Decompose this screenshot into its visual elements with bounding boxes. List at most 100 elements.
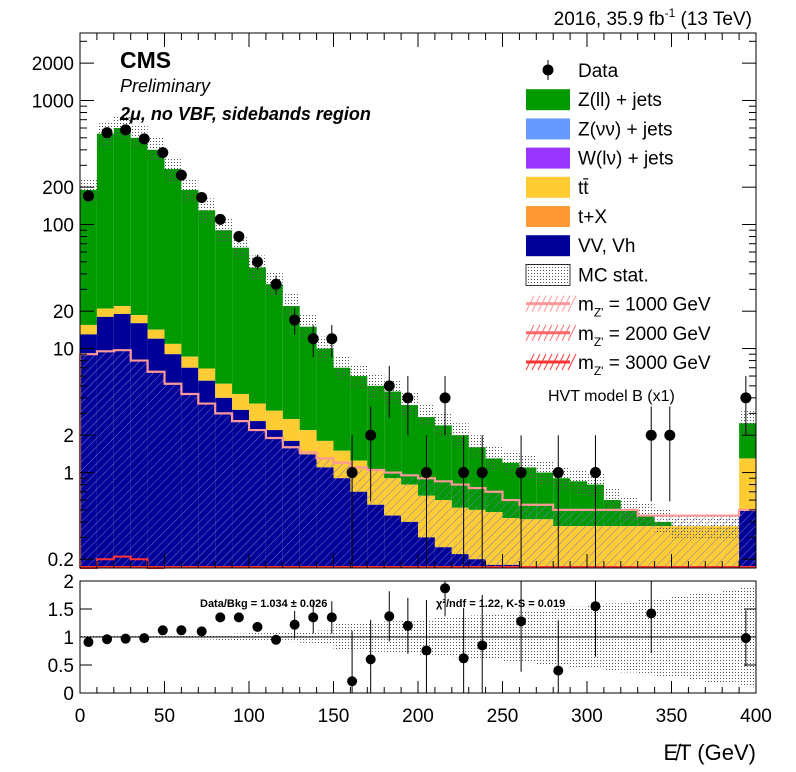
ratio-chi2-label: χ²/ndf = 1.22, K-S = 0.019	[436, 598, 565, 610]
zll-bar	[130, 137, 148, 316]
mc-stat-band	[333, 355, 351, 380]
zll-bar	[350, 376, 368, 461]
signal-hatch	[80, 354, 97, 568]
signal-hatch	[451, 484, 469, 568]
data-point	[458, 467, 470, 479]
signal-hatch	[570, 509, 587, 568]
zll-bar	[80, 189, 97, 325]
ratio-point	[271, 634, 282, 645]
y-axis: 0.2 1 2 10 20 100 200 1000 2000	[32, 40, 756, 571]
x-tick-label: 350	[656, 706, 688, 727]
ttbar-bar	[130, 315, 148, 324]
signal-hatch	[434, 481, 452, 568]
lumi-text: 2016, 35.9 fb	[554, 9, 665, 30]
mc-stat-band	[181, 177, 199, 202]
x-tick-label: 50	[154, 706, 175, 727]
signal-hatch	[739, 509, 756, 568]
ratio-point	[289, 619, 300, 630]
x-tick-label: 300	[571, 706, 603, 727]
lumi-header: 2016, 35.9 fb-1 (13 TeV)	[554, 6, 752, 30]
ratio-point	[516, 616, 527, 627]
ttbar-bar	[265, 410, 283, 431]
signal-hatch	[722, 515, 740, 568]
ratio-point	[176, 625, 187, 636]
signal-hatch	[164, 383, 182, 568]
legend-label: W(lν) + jets	[578, 149, 674, 170]
ratio-point	[102, 634, 113, 645]
legend-label: Data	[578, 61, 619, 82]
ratio-point	[440, 583, 451, 594]
signal-hatch	[671, 515, 689, 568]
ratio-point	[326, 612, 337, 623]
ttbar-bar	[198, 368, 216, 381]
legend-label-main: Z(ll) + jets	[578, 90, 662, 111]
legend-label: Z(ll) + jets	[578, 90, 662, 111]
data-point	[289, 314, 301, 326]
zll-bar	[181, 189, 199, 357]
zll-bar	[333, 367, 351, 451]
data-point	[476, 467, 488, 479]
mc-stat-band	[282, 294, 300, 319]
legend-label: t+X	[578, 207, 607, 228]
mc-stat-band	[739, 411, 756, 436]
legend-data-marker	[542, 64, 554, 76]
signal-hatch	[96, 351, 114, 568]
lumi-exponent: -1	[665, 6, 676, 20]
data-point	[138, 133, 150, 145]
x-tick-label: 200	[402, 706, 434, 727]
signal-hatch	[468, 488, 486, 568]
data-point	[439, 392, 451, 404]
legend-label-main: m	[578, 324, 594, 345]
y-tick-label: 10	[53, 340, 74, 361]
signal-hatch	[215, 413, 233, 568]
signal-hatch	[519, 504, 537, 568]
zll-bar	[113, 127, 131, 307]
legend-hatch	[567, 353, 577, 371]
legend-label-main: m	[578, 353, 594, 374]
ratio-stats-label: Data/Bkg = 1.034 ± 0.026	[200, 598, 327, 610]
data-point	[157, 147, 169, 159]
ratio-point	[196, 626, 207, 637]
zll-bar	[249, 267, 266, 404]
data-point	[402, 392, 414, 404]
y-tick-label: 2000	[32, 54, 74, 75]
ratio-point	[384, 611, 395, 622]
cms-label: CMS	[120, 47, 171, 73]
y-tick-label: 20	[53, 302, 74, 323]
y-tick-label: 200	[42, 178, 74, 199]
signal-hatch	[637, 515, 655, 568]
signal-1000-line	[78, 349, 756, 568]
data-point	[270, 278, 282, 290]
ttbar-bar	[282, 419, 300, 441]
zll-bar	[367, 385, 385, 470]
signal-hatch	[401, 475, 418, 568]
x-tick-label: 400	[740, 706, 772, 727]
data-points	[82, 124, 752, 568]
legend-swatch	[525, 263, 571, 286]
legend-label: mZ' = 1000 GeV	[578, 295, 711, 320]
mc-stat-band	[198, 198, 216, 223]
ratio-point	[83, 637, 94, 648]
zll-bar	[164, 169, 182, 344]
legend-label: mZ' = 3000 GeV	[578, 353, 711, 378]
data-point	[251, 256, 263, 268]
signal-hatch	[282, 447, 300, 568]
ratio-point	[646, 608, 657, 619]
signal-hatch	[654, 515, 672, 568]
zll-bar	[147, 149, 165, 330]
signal-hatch	[688, 515, 706, 568]
ttbar-bar	[249, 403, 266, 422]
ratio-point	[365, 654, 376, 665]
mc-stat-band	[350, 364, 368, 389]
legend-label-main: W(lν) + jets	[578, 149, 674, 170]
signal-hatch	[232, 421, 249, 568]
zll-bar	[265, 284, 283, 411]
legend-swatch	[526, 206, 570, 227]
legend-swatch	[526, 147, 570, 169]
legend-label-main: Data	[578, 61, 619, 82]
legend-label: VV, Vh	[578, 236, 635, 257]
signal-hatch	[299, 452, 317, 568]
mc-stat-band	[536, 460, 554, 485]
legend-label: tt̄	[578, 178, 589, 199]
